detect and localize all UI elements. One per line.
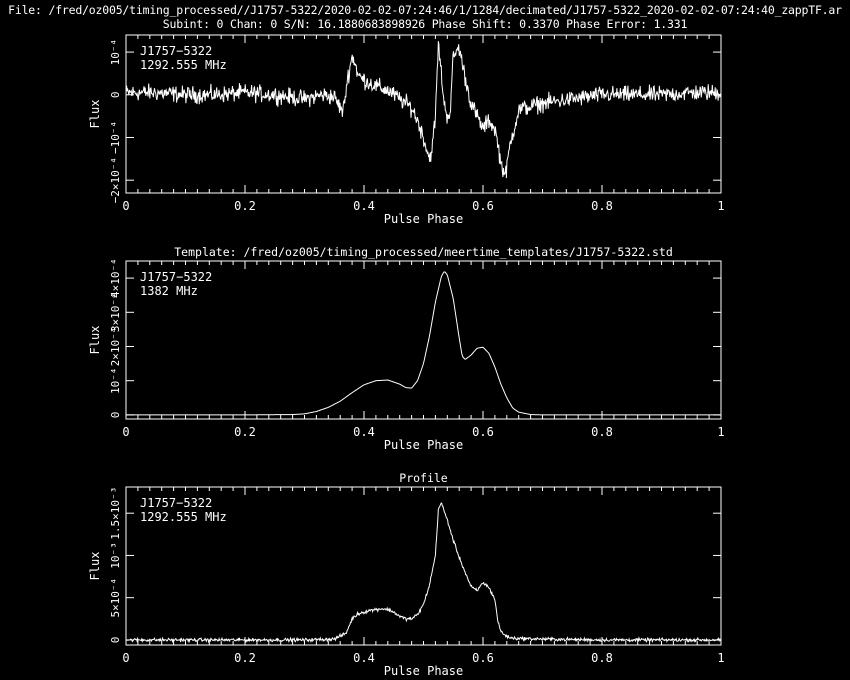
- y-tick-label: 5×10⁻⁴: [109, 578, 122, 618]
- plot-panel-2: 0 0.2 0.4 0.6 0.8 1 0 10⁻⁴2×10⁻⁴3×10⁻⁴4×10⁻⁴ Pul…: [88, 245, 725, 452]
- pulsar-name-label: J1757−5322: [140, 496, 212, 510]
- plot-title: Template: /fred/oz005/timing_processed/m…: [174, 245, 673, 259]
- x-axis-label: Pulse Phase: [384, 664, 463, 678]
- x-tick-label: 0.4: [353, 425, 375, 439]
- x-tick-label: 0.2: [234, 651, 256, 665]
- y-tick-label: 0: [109, 637, 122, 644]
- flux-series-line: [125, 41, 722, 179]
- frequency-label: 1292.555 MHz: [140, 510, 227, 524]
- y-tick-label: 10⁻⁴: [109, 39, 122, 66]
- x-tick-label: 1: [717, 651, 724, 665]
- y-tick-label: 0: [109, 412, 122, 419]
- x-tick-label: 1: [717, 425, 724, 439]
- plot-panel-1: 0 0.2 0.4 0.6 0.8 1 −2×10⁻⁴ −10⁻⁴ 0 10⁻⁴ Pulse Pha…: [88, 34, 725, 226]
- subint-info-header: Subint: 0 Chan: 0 S/N: 16.1880683898926 …: [162, 17, 688, 31]
- y-tick-label: 2×10⁻⁴: [109, 327, 122, 367]
- x-tick-label: 0.2: [234, 425, 256, 439]
- y-tick-label: 0: [109, 91, 122, 98]
- x-tick-label: 0.8: [591, 651, 613, 665]
- pulsar-name-label: J1757−5322: [140, 270, 212, 284]
- y-tick-label: 10⁻³: [109, 542, 122, 569]
- x-axis-label: Pulse Phase: [384, 438, 463, 452]
- pulsar-name-label: J1757−5322: [140, 44, 212, 58]
- x-tick-label: 0.6: [472, 425, 494, 439]
- x-axis-label: Pulse Phase: [384, 212, 463, 226]
- plot-title: Profile: [399, 471, 448, 485]
- file-path-header: File: /fred/oz005/timing_processed//J175…: [8, 3, 842, 17]
- y-axis-label: Flux: [88, 100, 102, 129]
- x-tick-label: 0.6: [472, 199, 494, 213]
- y-tick-label: −2×10⁻⁴: [109, 157, 122, 203]
- x-tick-label: 0.4: [353, 651, 375, 665]
- flux-series-line: [126, 271, 721, 416]
- flux-series-line: [125, 502, 722, 644]
- x-tick-label: 0.8: [591, 425, 613, 439]
- x-tick-label: 0.2: [234, 199, 256, 213]
- y-axis-label: Flux: [88, 326, 102, 355]
- x-tick-label: 0: [122, 651, 129, 665]
- x-tick-label: 0.8: [591, 199, 613, 213]
- frequency-label: 1382 MHz: [140, 284, 198, 298]
- y-tick-label: 3×10⁻⁴: [109, 292, 122, 332]
- x-tick-label: 0: [122, 425, 129, 439]
- y-tick-label: 1.5×10⁻³: [109, 487, 122, 540]
- frequency-label: 1292.555 MHz: [140, 58, 227, 72]
- x-tick-label: 0: [122, 199, 129, 213]
- y-tick-label: 4×10⁻⁴: [109, 258, 122, 298]
- plot-panel-3: 0 0.2 0.4 0.6 0.8 1 0 5×10⁻⁴ 10⁻³ 1.5×10⁻³ Pulse P…: [88, 471, 725, 678]
- y-tick-label: 10⁻⁴: [109, 367, 122, 394]
- x-tick-label: 0.6: [472, 651, 494, 665]
- plot-frame: [125, 260, 722, 420]
- y-axis-label: Flux: [88, 552, 102, 581]
- x-tick-label: 1: [717, 199, 724, 213]
- y-tick-label: −10⁻⁴: [109, 121, 122, 154]
- x-tick-label: 0.4: [353, 199, 375, 213]
